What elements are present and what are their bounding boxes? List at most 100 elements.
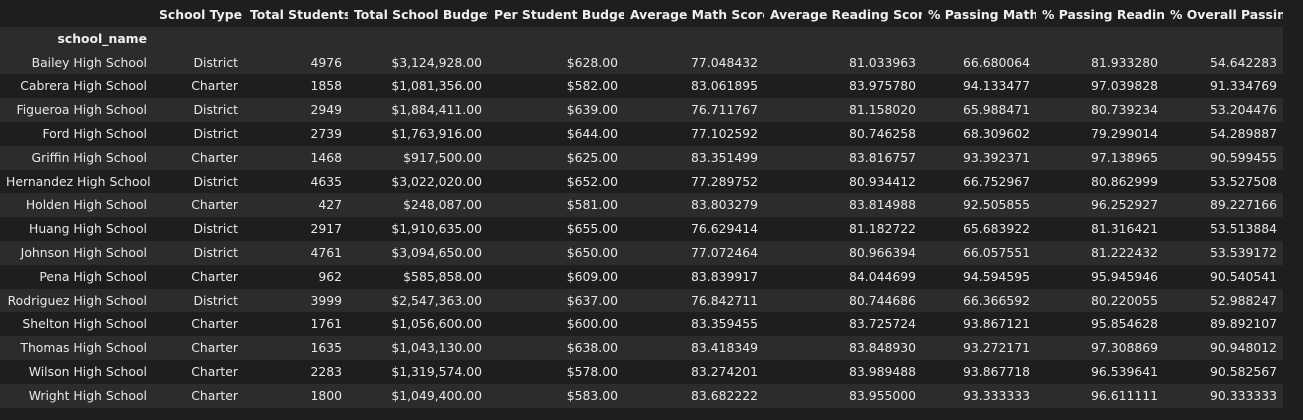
table-cell: $1,081,356.00 bbox=[391, 78, 482, 94]
column-header: Average Math Score bbox=[630, 7, 764, 22]
table-row: Wright High School Charter 1800 $1,049,400.… bbox=[0, 383, 1283, 408]
table-cell: Charter bbox=[191, 268, 238, 284]
table-cell: 83.418349 bbox=[690, 340, 758, 356]
table-cell: $1,319,574.00 bbox=[391, 363, 482, 379]
table-cell: 79.299014 bbox=[1090, 125, 1158, 141]
table-cell: Charter bbox=[191, 78, 238, 94]
table-cell: 962 bbox=[318, 268, 342, 284]
table-cell: 93.867121 bbox=[962, 316, 1030, 332]
table-cell: 66.366592 bbox=[962, 292, 1030, 308]
table-cell: 95.945946 bbox=[1090, 268, 1158, 284]
table-cell: $585,858.00 bbox=[403, 268, 482, 284]
table-cell: Charter bbox=[191, 149, 238, 165]
row-index-label: Thomas High School bbox=[20, 340, 147, 356]
table-cell: 90.582567 bbox=[1209, 363, 1277, 379]
table-row: Griffin High School Charter 1468 $917,500.0… bbox=[0, 145, 1283, 170]
column-header: Total School Budget bbox=[354, 7, 488, 22]
table-cell: 53.527508 bbox=[1209, 173, 1277, 189]
table-cell: 80.862999 bbox=[1090, 173, 1158, 189]
table-cell: 96.611111 bbox=[1090, 387, 1158, 403]
table-cell: 94.594595 bbox=[962, 268, 1030, 284]
table-cell: 83.803279 bbox=[690, 197, 758, 213]
table-row: Bailey High School District 4976 $3,124,928… bbox=[0, 50, 1283, 75]
table-cell: 2949 bbox=[310, 102, 342, 118]
table-cell: $583.00 bbox=[566, 387, 618, 403]
table-row: Johnson High School District 4761 $3,094,65… bbox=[0, 240, 1283, 265]
table-cell: 80.746258 bbox=[848, 125, 916, 141]
table-cell: 80.966394 bbox=[848, 244, 916, 260]
table-row: Figueroa High School District 2949 $1,884,4… bbox=[0, 98, 1283, 122]
row-index-label: Ford High School bbox=[42, 125, 148, 141]
table-cell: 81.933280 bbox=[1090, 54, 1158, 70]
table-cell: $628.00 bbox=[566, 54, 618, 70]
table-cell: 427 bbox=[318, 197, 342, 213]
table-cell: 97.308869 bbox=[1090, 340, 1158, 356]
table-cell: 76.711767 bbox=[690, 102, 758, 118]
header-corner bbox=[0, 3, 153, 27]
table-row: Wilson High School Charter 2283 $1,319,574.… bbox=[0, 359, 1283, 384]
table-cell: 81.222432 bbox=[1090, 244, 1158, 260]
table-cell: 96.252927 bbox=[1090, 197, 1158, 213]
table-body: Bailey High School District 4976 $3,124,928… bbox=[0, 50, 1283, 408]
table-cell: 93.392371 bbox=[962, 149, 1030, 165]
table-cell: District bbox=[193, 221, 238, 237]
table-cell: 54.642283 bbox=[1209, 54, 1277, 70]
table-cell: $3,022,020.00 bbox=[391, 173, 482, 189]
table-cell: 3999 bbox=[310, 292, 342, 308]
table-cell: $644.00 bbox=[566, 125, 618, 141]
index-name-row: school_name bbox=[0, 26, 1283, 51]
table-cell: 83.351499 bbox=[690, 149, 758, 165]
table-cell: 96.539641 bbox=[1090, 363, 1158, 379]
row-index-label: Pena High School bbox=[39, 268, 147, 284]
row-index-label: Rodriguez High School bbox=[7, 292, 147, 308]
table-cell: 90.599455 bbox=[1209, 149, 1277, 165]
table-cell: 90.333333 bbox=[1209, 387, 1277, 403]
table-cell: 68.309602 bbox=[962, 125, 1030, 141]
table-cell: District bbox=[193, 54, 238, 70]
table-cell: 53.539172 bbox=[1209, 244, 1277, 260]
table-cell: $917,500.00 bbox=[403, 149, 482, 165]
table-cell: 95.854628 bbox=[1090, 316, 1158, 332]
table-row: Hernandez High School District 4635 $3,022,… bbox=[0, 169, 1283, 194]
column-header: School Type bbox=[159, 7, 243, 22]
row-index-label: Johnson High School bbox=[20, 244, 147, 260]
table-cell: 93.867718 bbox=[962, 363, 1030, 379]
table-row: Shelton High School Charter 1761 $1,056,600… bbox=[0, 312, 1283, 337]
table-cell: 76.842711 bbox=[690, 292, 758, 308]
table-cell: Charter bbox=[191, 197, 238, 213]
table-cell: 1858 bbox=[310, 78, 342, 94]
table-cell: $1,884,411.00 bbox=[391, 102, 482, 118]
table-cell: 91.334769 bbox=[1209, 78, 1277, 94]
table-cell: 2917 bbox=[310, 221, 342, 237]
table-cell: $581.00 bbox=[566, 197, 618, 213]
table-cell: $652.00 bbox=[566, 173, 618, 189]
table-cell: 80.934412 bbox=[848, 173, 916, 189]
table-cell: $1,043,130.00 bbox=[391, 340, 482, 356]
column-header: Total Students bbox=[250, 7, 348, 22]
row-index-label: Cabrera High School bbox=[20, 78, 147, 94]
table-cell: $582.00 bbox=[566, 78, 618, 94]
table-cell: 89.227166 bbox=[1209, 197, 1277, 213]
table-cell: 1635 bbox=[310, 340, 342, 356]
table-cell: 2739 bbox=[310, 125, 342, 141]
table-cell: 80.744686 bbox=[848, 292, 916, 308]
table-cell: 83.682222 bbox=[690, 387, 758, 403]
table-cell: $609.00 bbox=[566, 268, 618, 284]
table-cell: 97.138965 bbox=[1090, 149, 1158, 165]
table-cell: $637.00 bbox=[566, 292, 618, 308]
table-cell: 83.975780 bbox=[848, 78, 916, 94]
table-cell: 83.814988 bbox=[848, 197, 916, 213]
table-cell: $625.00 bbox=[566, 149, 618, 165]
table-cell: $1,763,916.00 bbox=[391, 125, 482, 141]
table-cell: 81.182722 bbox=[848, 221, 916, 237]
table-cell: 52.988247 bbox=[1209, 292, 1277, 308]
table-cell: 83.848930 bbox=[848, 340, 916, 356]
table-cell: 83.274201 bbox=[690, 363, 758, 379]
table-cell: $655.00 bbox=[566, 221, 618, 237]
table-cell: 77.048432 bbox=[690, 54, 758, 70]
table-cell: 66.680064 bbox=[962, 54, 1030, 70]
table-cell: District bbox=[193, 292, 238, 308]
table-cell: $3,094,650.00 bbox=[391, 244, 482, 260]
table-cell: 90.540541 bbox=[1209, 268, 1277, 284]
